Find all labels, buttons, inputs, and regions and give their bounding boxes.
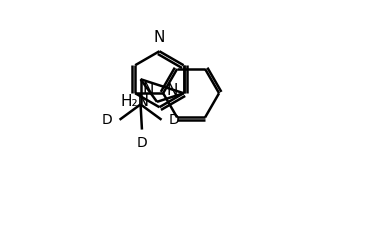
- Text: N: N: [143, 82, 154, 97]
- Text: H₂N: H₂N: [121, 94, 150, 109]
- Text: D: D: [169, 113, 180, 127]
- Text: D: D: [137, 136, 147, 150]
- Text: N: N: [166, 83, 178, 98]
- Text: D: D: [102, 113, 112, 127]
- Text: N: N: [154, 30, 165, 45]
